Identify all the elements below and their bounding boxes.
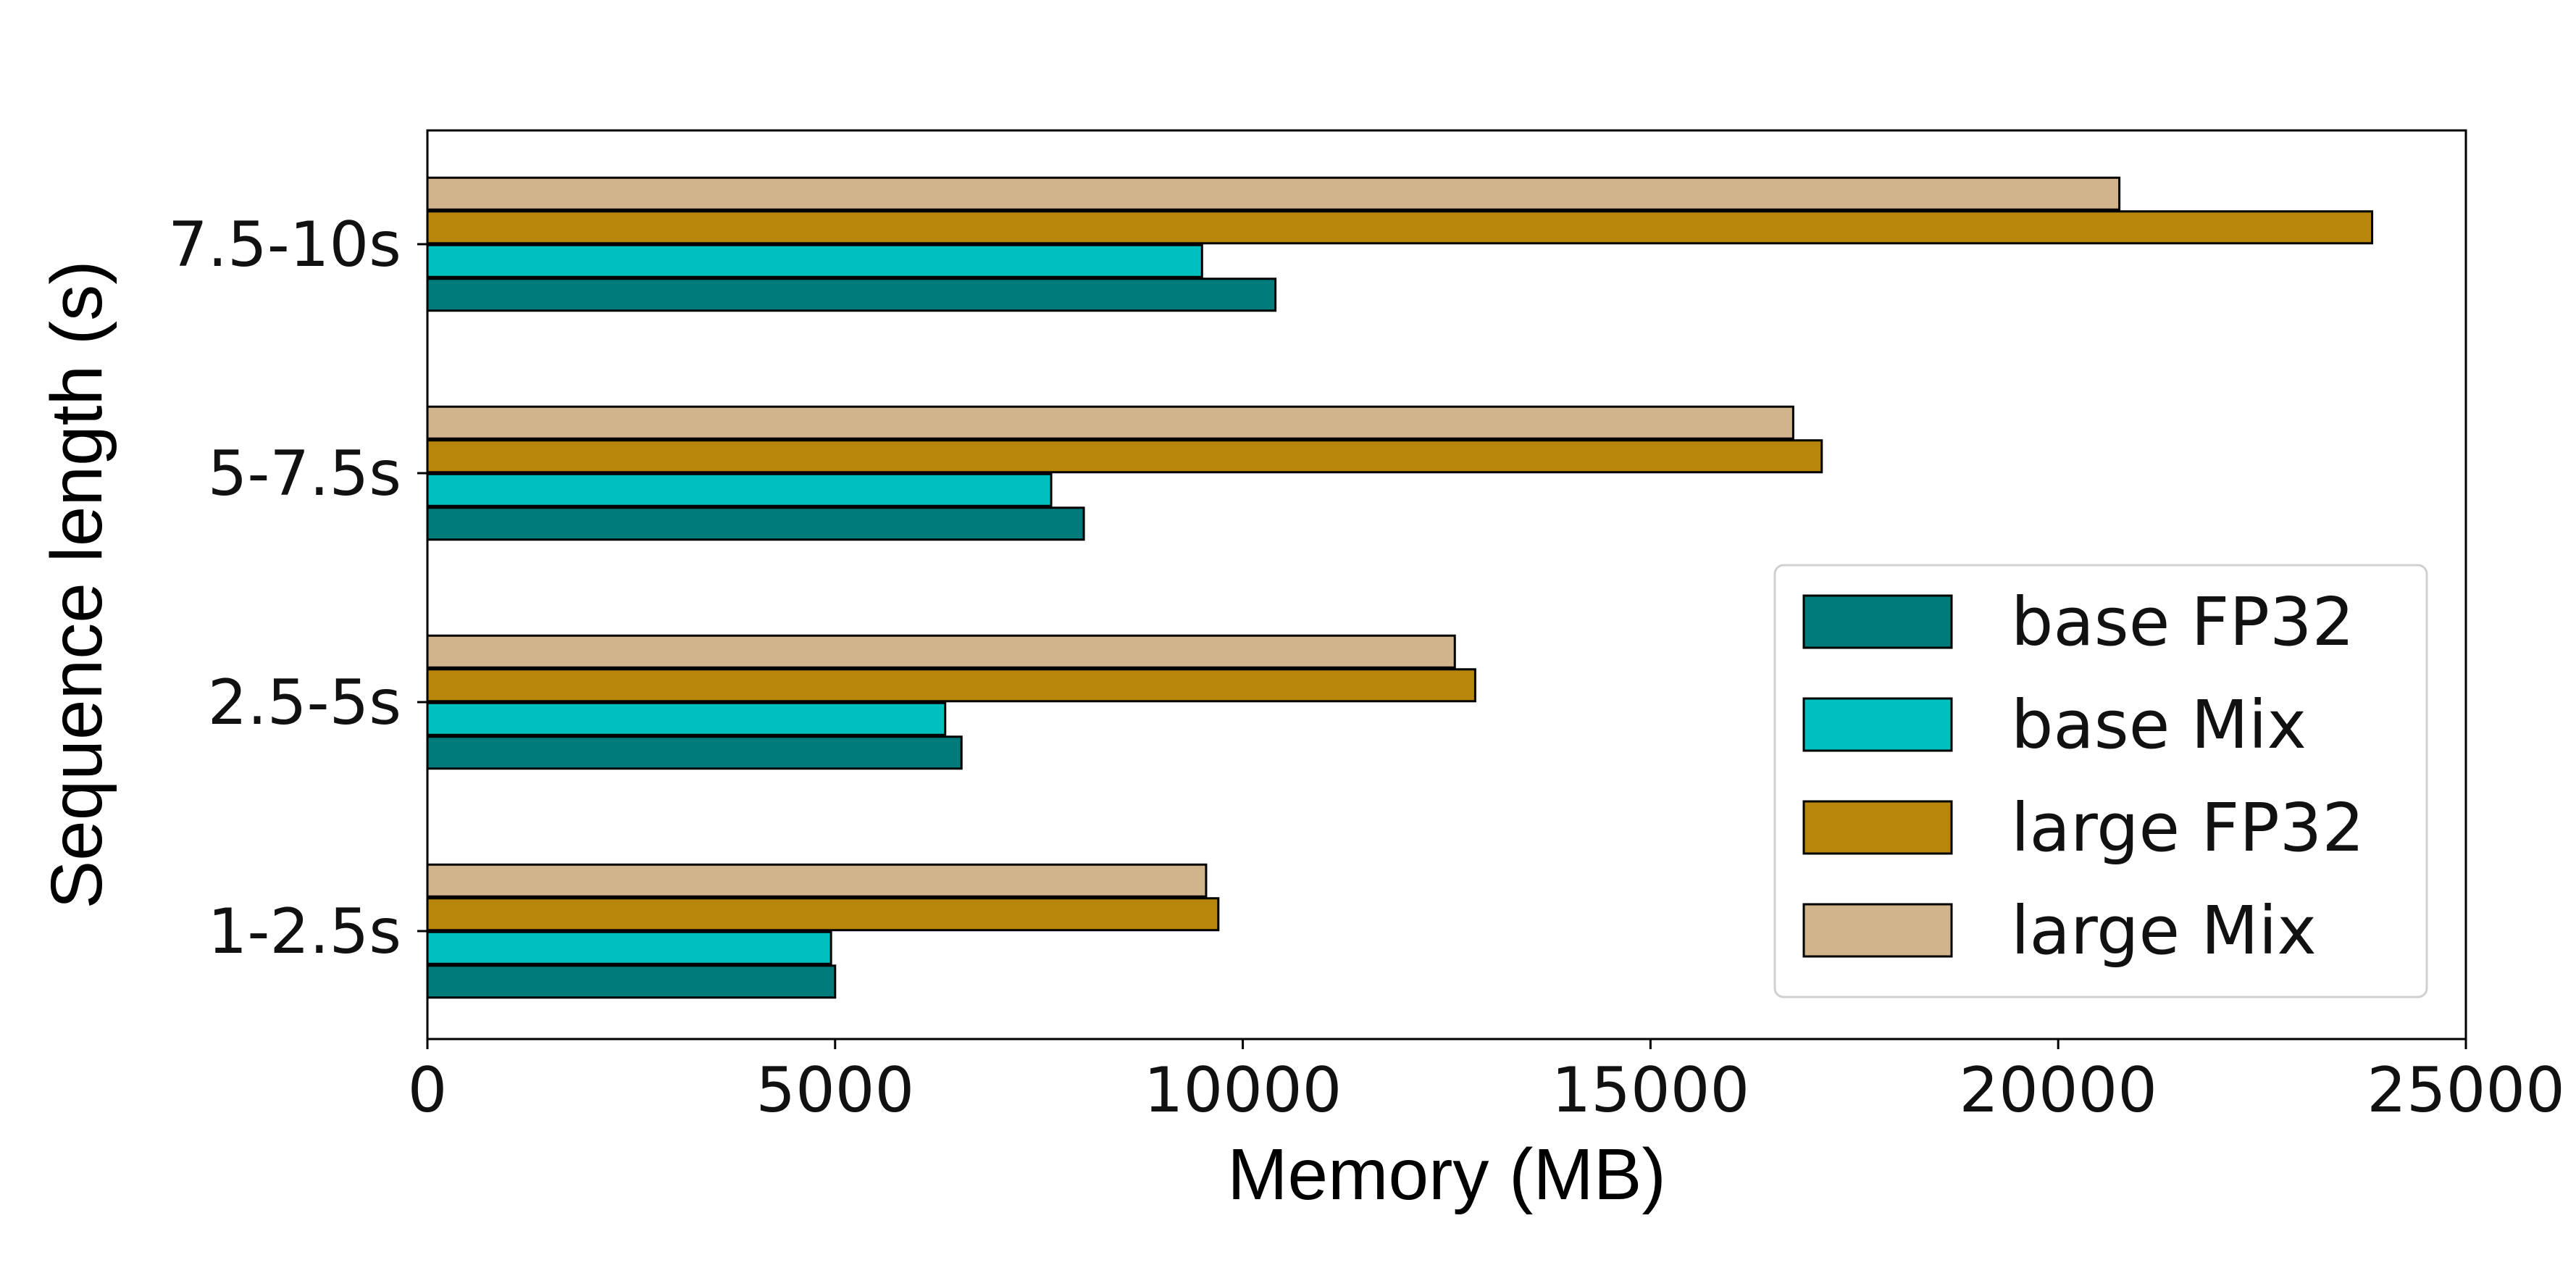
bar-large-fp32-7-5-10s (426, 210, 2374, 245)
bar-large-fp32-2-5-5s (426, 668, 1476, 703)
legend-swatch-base-fp32 (1802, 594, 1953, 649)
bar-base-mix-7-5-10s (426, 243, 1203, 278)
y-axis-ticks: 1-2.5s 2.5-5s 5-7.5s 7.5-10s (168, 209, 427, 968)
bar-base-fp32-2-5-5s (426, 735, 963, 770)
bar-large-fp32-1-2-5s (426, 897, 1220, 932)
y-tick-label-7-5-10s: 7.5-10s (168, 209, 401, 281)
x-tick-label: 15000 (1552, 1054, 1750, 1127)
y-tick-label-2-5-5s: 2.5-5s (208, 667, 401, 739)
legend-swatch-base-mix (1802, 697, 1953, 752)
x-tick-label: 25000 (2367, 1054, 2565, 1127)
bar-base-fp32-5-7-5s (426, 506, 1085, 541)
x-tick-label: 0 (408, 1054, 448, 1127)
legend-frame (1773, 564, 2428, 998)
y-axis-title: Sequence length (s) (36, 260, 117, 909)
bar-base-mix-5-7-5s (426, 472, 1053, 507)
bar-base-fp32-1-2-5s (426, 964, 837, 999)
bar-large-mix-2-5-5s (426, 634, 1456, 669)
x-axis-title: Memory (MB) (1227, 1134, 1666, 1215)
x-tick-label: 10000 (1144, 1054, 1342, 1127)
x-tick-label: 5000 (756, 1054, 914, 1127)
legend-swatch-large-mix (1802, 903, 1953, 958)
legend-label-large-fp32: large FP32 (2011, 789, 2364, 867)
plot-frame (426, 129, 2467, 1040)
x-axis-ticks: 0 5000 10000 15000 20000 25000 (408, 1039, 2565, 1127)
legend-swatch-large-fp32 (1802, 800, 1953, 855)
bars-group (426, 176, 2374, 999)
legend: base FP32 base Mix large FP32 large Mix (1773, 564, 2428, 998)
bar-large-fp32-5-7-5s (426, 439, 1823, 474)
bar-large-mix-7-5-10s (426, 176, 2121, 211)
legend-label-large-mix: large Mix (2011, 892, 2317, 969)
bar-base-fp32-7-5-10s (426, 278, 1277, 312)
legend-label-base-fp32: base FP32 (2011, 583, 2354, 661)
legend-label-base-mix: base Mix (2011, 686, 2307, 764)
bar-base-mix-2-5-5s (426, 701, 947, 736)
bar-large-mix-1-2-5s (426, 863, 1208, 898)
x-tick-label: 20000 (1959, 1054, 2157, 1127)
bar-large-mix-5-7-5s (426, 405, 1794, 440)
y-tick-label-1-2-5s: 1-2.5s (208, 896, 401, 968)
bar-base-mix-1-2-5s (426, 930, 832, 965)
y-tick-label-5-7-5s: 5-7.5s (208, 438, 401, 510)
